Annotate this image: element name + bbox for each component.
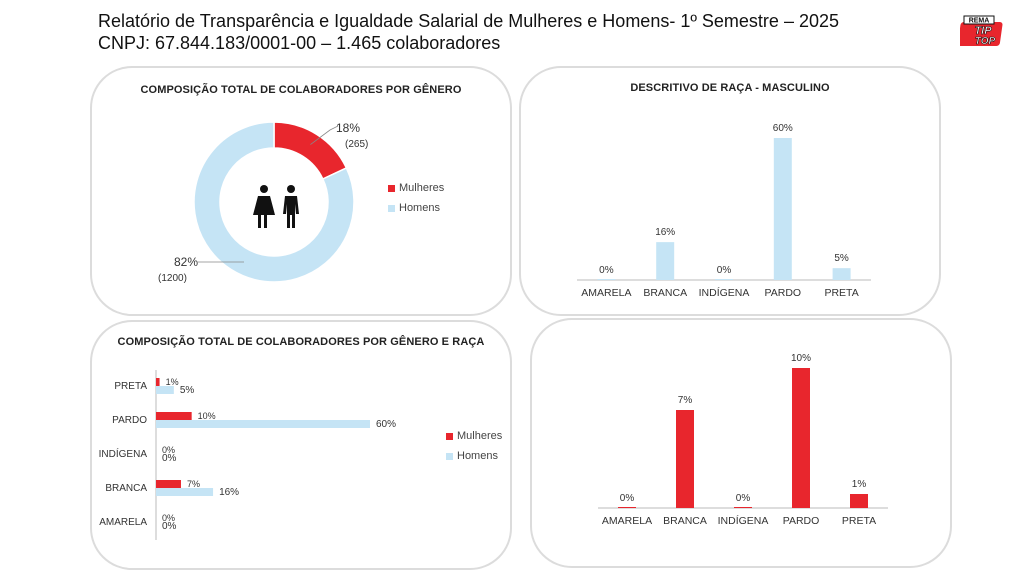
hbar-3-1 (156, 488, 214, 496)
report-title-line1: Relatório de Transparência e Igualdade S… (98, 11, 839, 31)
donut-count-women: (265) (345, 139, 368, 150)
report-title: Relatório de Transparência e Igualdade S… (98, 10, 839, 54)
chart-title-gender-race: COMPOSIÇÃO TOTAL DE COLABORADORES POR GÊ… (117, 336, 485, 348)
bar-1 (656, 242, 675, 280)
report-title-line2: CNPJ: 67.844.183/0001-00 – 1.465 colabor… (98, 33, 501, 53)
donut-slice-1 (193, 121, 355, 283)
tick-label-2: INDÍGENA (718, 514, 769, 527)
bar-value-label-4: 5% (834, 253, 849, 264)
company-logo: REMA TIP TOP (957, 14, 1006, 50)
tick-label-4: PRETA (824, 287, 858, 299)
hbar-category-3: BRANCA (105, 483, 147, 494)
legend-swatch-men-2 (446, 452, 453, 460)
panel-gender-race: COMPOSIÇÃO TOTAL DE COLABORADORES POR GÊ… (90, 320, 512, 570)
tick-label-4: PRETA (842, 515, 876, 527)
bar-value-label-1: 16% (655, 227, 675, 238)
bar-chart-female: 0% AMARELA 7% BRANCA 0% INDÍGENA 10% PARDO 1% PRE… (598, 353, 888, 527)
bar-3 (773, 138, 792, 280)
hbar-legend: Mulheres Homens (446, 426, 502, 466)
bar-value-label-0: 0% (620, 493, 635, 504)
hbar-category-2: INDÍGENA (99, 447, 148, 460)
bar-4 (850, 494, 868, 508)
hbar-value-label-2-0: 0% (162, 445, 175, 455)
hbar-3-0 (156, 480, 181, 488)
hbar-value-label-2-1: 0% (162, 453, 177, 464)
hbar-category-1: PARDO (112, 415, 147, 426)
bar-value-label-0: 0% (599, 265, 614, 276)
tick-label-0: AMARELA (581, 287, 631, 299)
hbar-value-label-3-1: 16% (219, 487, 239, 498)
panel-race-male: DESCRITIVO DE RAÇA - MASCULINO 0% AMARELA… (519, 66, 941, 316)
bar-value-label-1: 7% (678, 395, 693, 406)
chart-title-race-male: DESCRITIVO DE RAÇA - MASCULINO (630, 82, 830, 94)
donut-label-women: 18% (336, 121, 360, 135)
bar-1 (676, 410, 694, 508)
bar-chart-male: 0% AMARELA 16% BRANCA 0% INDÍGENA 60% PARDO 5% PR… (577, 123, 871, 299)
hbar-category-0: PRETA (114, 381, 147, 392)
bar-2 (734, 507, 752, 508)
bar-0 (597, 279, 616, 280)
hbar-value-label-4-1: 0% (162, 521, 177, 532)
bar-value-label-3: 60% (773, 123, 793, 134)
bar-2 (715, 279, 733, 280)
donut-count-men: (1200) (158, 273, 187, 284)
hbar-category-4: AMARELA (99, 517, 147, 528)
legend-swatch-women (388, 184, 395, 192)
bar-value-label-2: 0% (736, 493, 751, 504)
bar-value-label-2: 0% (717, 265, 732, 276)
hbar-0-0 (156, 378, 160, 386)
tick-label-1: BRANCA (643, 287, 687, 299)
bar-4 (832, 268, 851, 280)
hbar-value-label-1-0: 10% (198, 411, 216, 421)
panel-gender-composition: COMPOSIÇÃO TOTAL DE COLABORADORES POR GÊ… (90, 66, 512, 316)
bar-3 (792, 368, 810, 508)
tick-label-2: INDÍGENA (699, 286, 750, 299)
legend-label-men: Homens (399, 202, 440, 214)
tick-label-3: PARDO (783, 515, 820, 527)
hbar-1-0 (156, 412, 192, 420)
leader-line-women (310, 125, 339, 145)
people-icon (253, 185, 299, 228)
hbar-value-label-3-0: 7% (187, 479, 200, 489)
hbar-value-label-4-0: 0% (162, 513, 175, 523)
tick-label-0: AMARELA (602, 515, 652, 527)
bar-0 (618, 507, 636, 508)
logo-text-top: REMA (969, 18, 990, 25)
legend-label-women: Mulheres (399, 182, 445, 194)
chart-title-gender: COMPOSIÇÃO TOTAL DE COLABORADORES POR GÊ… (140, 84, 462, 96)
bar-value-label-3: 10% (791, 353, 811, 364)
legend-swatch-women-2 (446, 432, 453, 440)
logo-text-mid: TIP (974, 25, 992, 37)
bar-value-label-4: 1% (852, 479, 867, 490)
logo-text-bottom: TOP (975, 36, 996, 47)
hbar-value-label-0-1: 5% (180, 385, 195, 396)
tick-label-1: BRANCA (663, 515, 707, 527)
donut-legend: Mulheres Homens (388, 178, 444, 218)
panel-race-female: 0% AMARELA 7% BRANCA 0% INDÍGENA 10% PARDO 1% PRE… (530, 318, 952, 568)
hbar-1-1 (156, 420, 370, 428)
donut-label-men: 82% (174, 255, 198, 269)
tick-label-3: PARDO (765, 287, 802, 299)
legend-label-women-2: Mulheres (457, 430, 503, 442)
donut-chart: 18% (265) 82% (1200) (158, 121, 368, 284)
hbar-value-label-1-1: 60% (376, 419, 396, 430)
hbar-0-1 (156, 386, 174, 394)
hbar-value-label-0-0: 1% (166, 377, 179, 387)
hbar-chart: PRETA 1%5%PARDO 10%60%INDÍGENA 0%0%BRANCA 7%… (99, 370, 396, 540)
legend-swatch-men (388, 204, 395, 212)
legend-label-men-2: Homens (457, 450, 498, 462)
